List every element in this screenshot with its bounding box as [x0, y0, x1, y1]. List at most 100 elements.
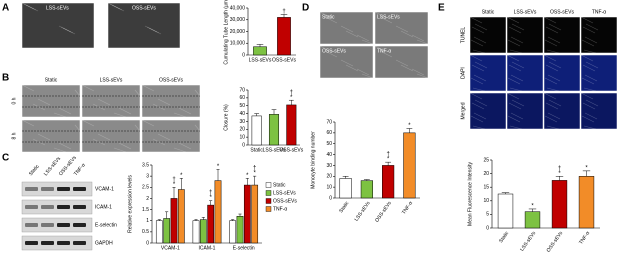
band	[73, 187, 86, 191]
texture	[510, 112, 524, 120]
row-label: Merged	[460, 102, 466, 119]
texture	[58, 25, 72, 33]
texture	[81, 84, 95, 92]
texture	[58, 107, 72, 115]
bar	[286, 104, 297, 146]
texture	[379, 50, 393, 58]
texture	[584, 112, 598, 120]
bar	[163, 218, 171, 244]
micrograph	[506, 92, 544, 130]
texture	[544, 77, 558, 85]
y-tick-label: 2.5	[142, 185, 149, 191]
texture	[474, 23, 488, 31]
texture	[25, 4, 39, 12]
texture	[582, 64, 596, 72]
y-tick-label: 20,000	[230, 29, 246, 35]
y-axis-label: Relative expression levels	[127, 175, 133, 233]
column-label: TNF-α	[592, 9, 606, 15]
micrograph	[21, 119, 81, 153]
texture	[474, 99, 488, 107]
texture	[583, 87, 597, 92]
bar	[339, 178, 352, 199]
lane-label: TNF-α	[73, 162, 87, 177]
texture	[473, 36, 487, 44]
band	[57, 187, 70, 191]
texture	[23, 3, 37, 11]
texture	[506, 16, 520, 24]
row-label: DAPI	[460, 67, 466, 79]
y-tick-label: 70	[239, 87, 245, 93]
y-tick-label: 0.5	[142, 229, 149, 235]
texture	[400, 64, 414, 72]
texture	[506, 92, 520, 100]
panel-letter: C	[2, 153, 9, 164]
texture	[157, 133, 171, 141]
texture	[546, 125, 560, 130]
y-axis-label: Closure (%)	[223, 104, 229, 131]
texture	[508, 102, 522, 110]
texture	[507, 77, 521, 85]
significance: †	[209, 190, 212, 196]
x-tick-label: Static	[498, 230, 510, 244]
texture	[506, 54, 520, 62]
column-label: LSS-sEVs	[514, 9, 537, 15]
texture	[472, 87, 486, 92]
texture	[507, 115, 521, 123]
texture	[400, 30, 414, 38]
y-tick-label: 3.5	[142, 162, 149, 168]
x-tick-label: LSS-sEVs	[519, 230, 537, 253]
texture	[469, 16, 483, 24]
texture	[144, 25, 158, 33]
significance: *	[585, 165, 588, 171]
significance: *	[408, 123, 411, 129]
bar	[268, 114, 280, 146]
x-tick-label: VCAM-1	[161, 245, 180, 251]
band	[41, 223, 54, 227]
y-tick-label: 10,000	[230, 41, 246, 47]
texture	[508, 64, 522, 72]
x-tick-label: OSS-sEVs	[272, 57, 296, 63]
bar	[192, 220, 200, 244]
texture	[543, 16, 557, 24]
texture	[548, 99, 562, 107]
texture	[416, 73, 429, 79]
x-tick-label: Static	[338, 200, 350, 214]
texture	[544, 39, 558, 47]
y-tick-label: 10	[483, 198, 489, 204]
texture	[509, 125, 523, 130]
y-tick-label: 60	[239, 95, 245, 101]
texture	[173, 147, 187, 153]
texture	[472, 125, 486, 130]
y-tick-label: 0	[146, 240, 149, 246]
texture	[473, 74, 487, 82]
x-tick-label: TNF-α	[578, 230, 591, 245]
texture	[194, 124, 201, 132]
texture	[178, 107, 192, 115]
y-tick-label: 20	[483, 171, 489, 177]
micrograph	[141, 119, 201, 153]
micrograph	[580, 92, 618, 130]
y-tick-label: 30	[326, 163, 332, 169]
micrograph	[319, 45, 374, 79]
bar	[251, 115, 262, 146]
texture	[583, 125, 597, 130]
x-tick-label: LSS-sEVs	[249, 57, 272, 63]
texture	[580, 54, 594, 62]
bar	[229, 220, 237, 244]
panel-letter: B	[2, 73, 9, 84]
column-label: OSS-sEVs	[550, 9, 574, 15]
texture	[545, 102, 559, 110]
texture	[471, 102, 485, 110]
bar	[243, 184, 251, 244]
texture	[471, 64, 485, 72]
y-tick-label: 1	[146, 218, 149, 224]
x-tick-label: OSS-sEVs	[374, 200, 393, 223]
y-tick-label: 0	[329, 195, 332, 201]
panel-letter: E	[438, 3, 445, 14]
texture	[324, 16, 338, 24]
texture	[585, 23, 599, 31]
bar	[551, 180, 568, 229]
bar	[277, 17, 291, 56]
image-label: OSS-sEVs	[132, 5, 156, 11]
x-tick-label: LSS-sEVs	[263, 147, 286, 153]
